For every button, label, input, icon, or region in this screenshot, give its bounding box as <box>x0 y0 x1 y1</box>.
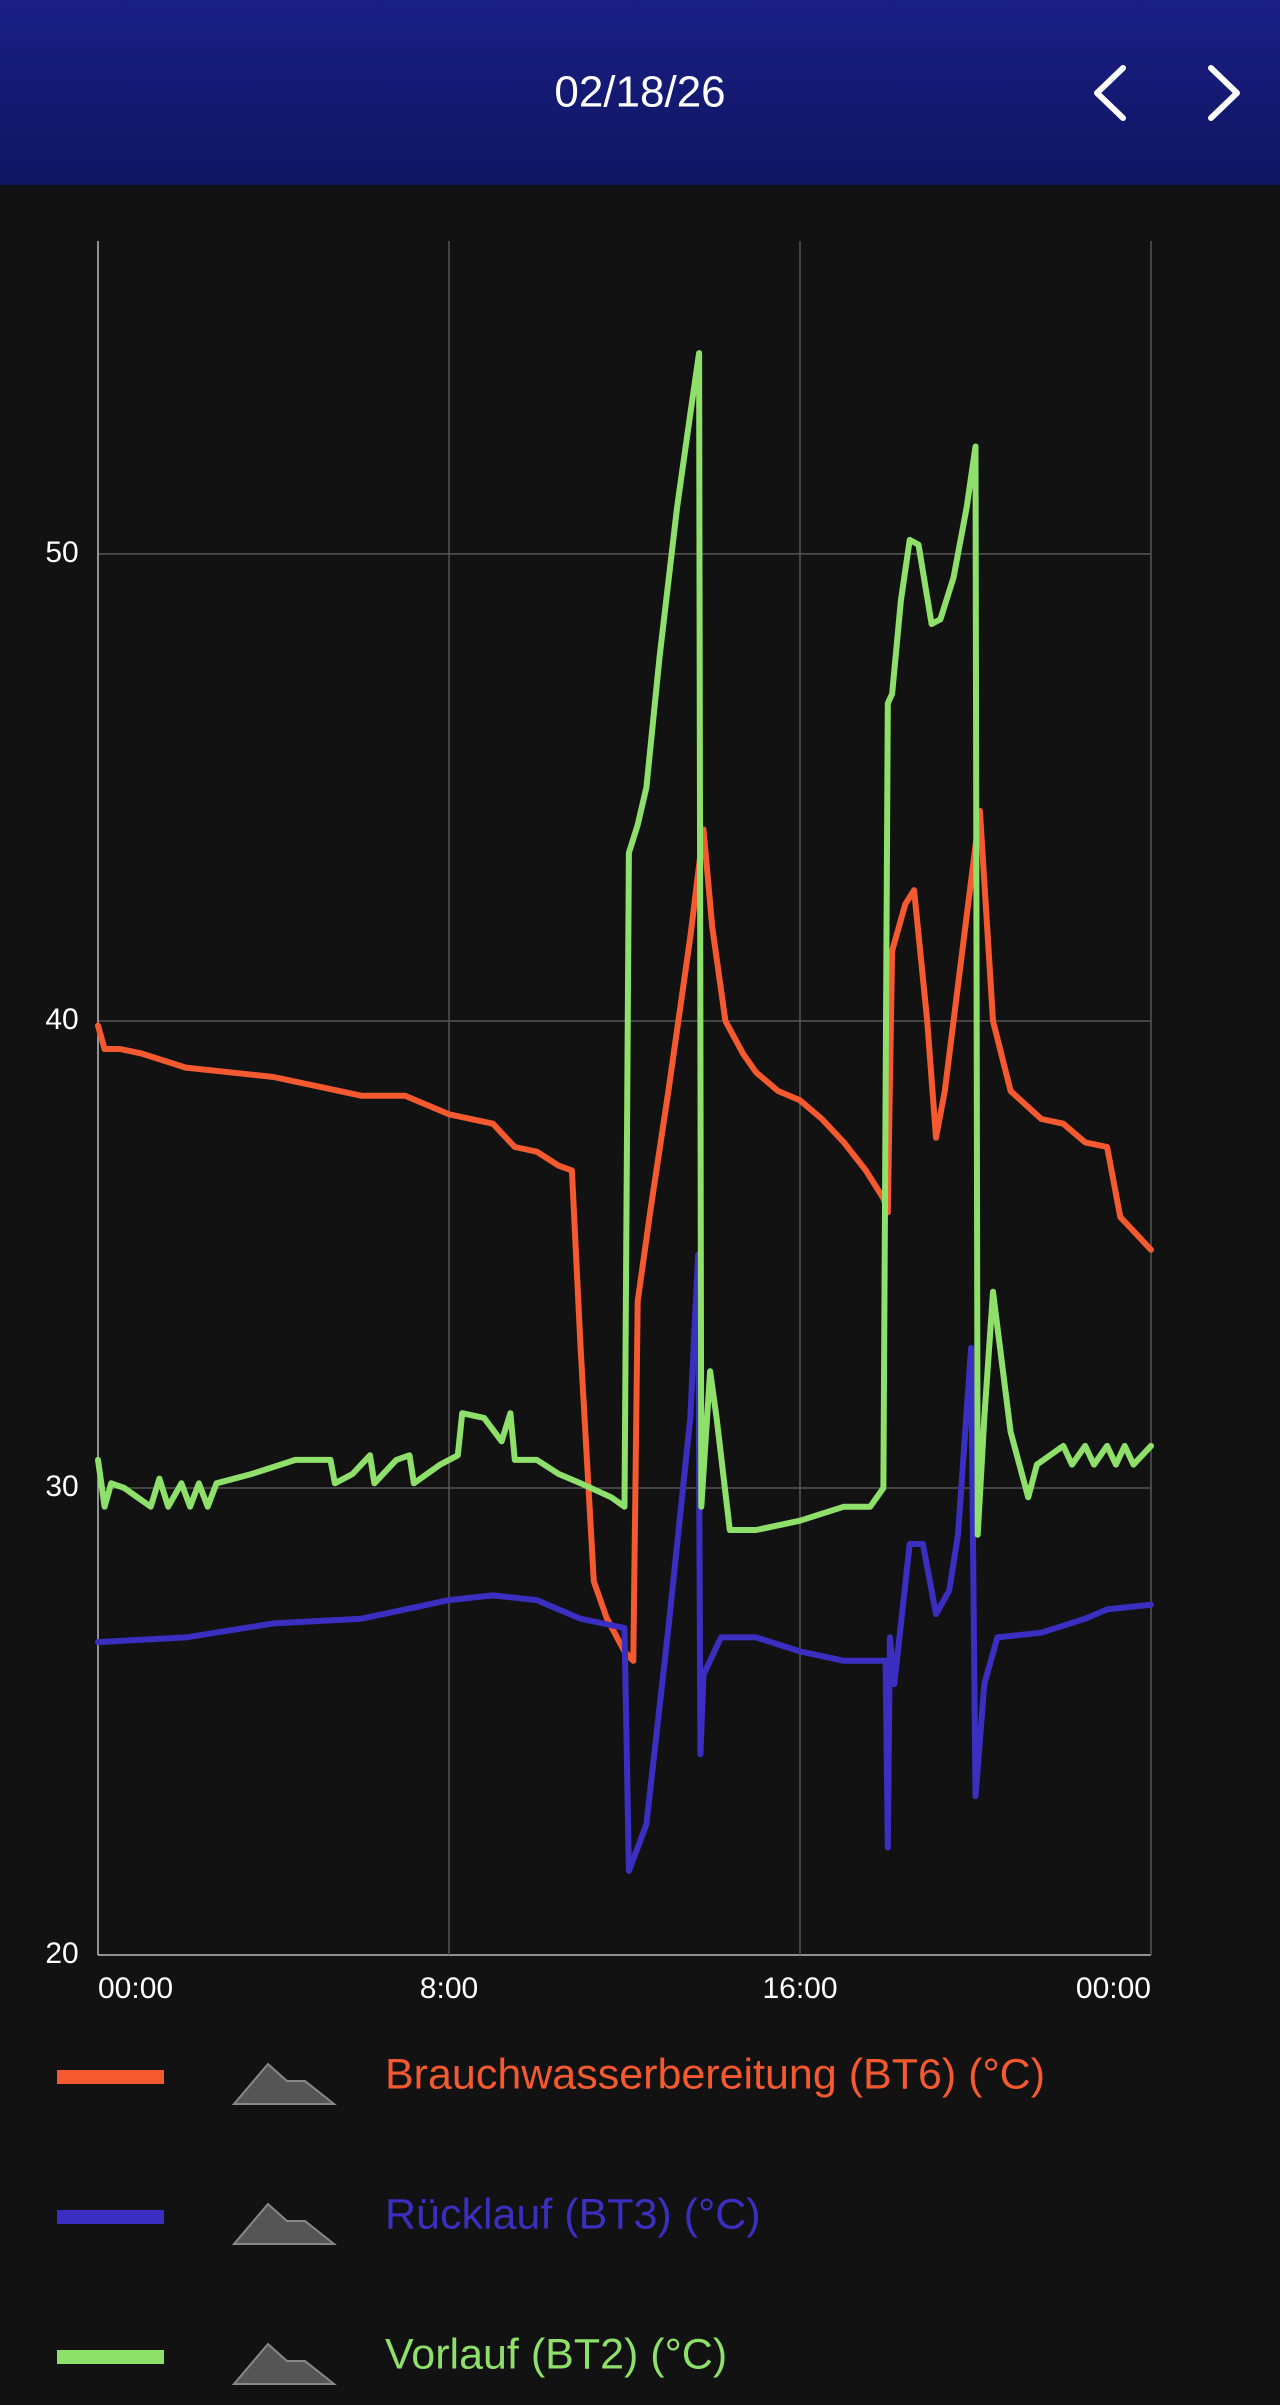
series-line <box>95 350 1154 1538</box>
series-line <box>95 1251 1154 1874</box>
legend-area-icon <box>231 2202 337 2245</box>
next-button[interactable] <box>1208 65 1240 121</box>
legend-label: Vorlauf (BT2) (°C) <box>385 2330 727 2378</box>
legend-area-icon <box>231 2062 337 2105</box>
legend-area-icon <box>231 2342 337 2385</box>
legend-swatch <box>57 2350 164 2364</box>
x-tick-label: 00:00 <box>1076 1972 1151 2005</box>
prev-button[interactable] <box>1094 65 1126 121</box>
y-tick-label: 30 <box>45 1470 78 1503</box>
header-bar <box>0 0 1280 185</box>
x-tick-label: 8:00 <box>420 1972 478 2005</box>
x-tick-label: 16:00 <box>762 1972 837 2005</box>
legend-label: Brauchwasserbereitung (BT6) (°C) <box>385 2050 1045 2098</box>
legend-swatch <box>57 2070 164 2084</box>
series-line <box>95 807 1154 1664</box>
chart: 20 30 40 50 00:00 8:00 16:00 00:00 Brauchwasserb… <box>45 241 1154 2385</box>
x-tick-label: 00:00 <box>98 1972 173 2005</box>
legend-label: Rücklauf (BT3) (°C) <box>385 2190 761 2238</box>
y-tick-label: 50 <box>45 536 78 569</box>
header-date: 02/18/26 <box>554 68 725 117</box>
y-tick-label: 20 <box>45 1937 78 1970</box>
legend-swatch <box>57 2210 164 2224</box>
y-tick-label: 40 <box>45 1003 78 1036</box>
